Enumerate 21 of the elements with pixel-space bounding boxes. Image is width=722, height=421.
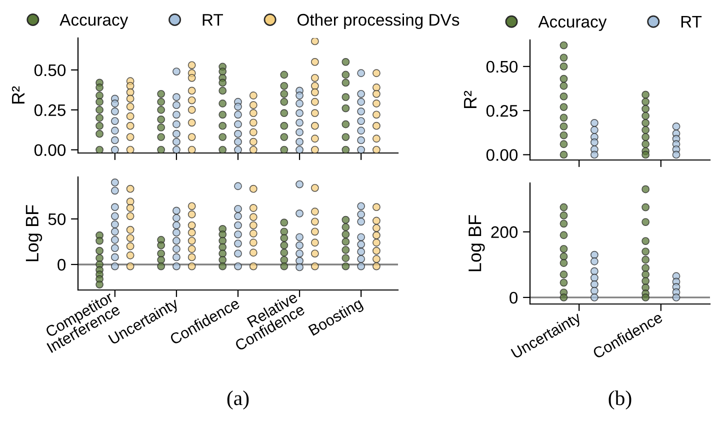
y-tick-label: 0.25 [486,104,518,117]
y-axis-title: Log BF [468,215,485,272]
y-tick-label: 0 [510,292,518,304]
legend-label: Other processing DVs [298,13,460,30]
legend-label: Accuracy [60,14,128,30]
y-tick-label: 0 [58,258,66,271]
y-tick-label: 0.00 [34,144,66,156]
legend-label: RT [202,14,224,26]
y-axis-title: R² [464,90,476,108]
y-tick-label: 200 [491,226,518,238]
y-tick-label: 0.25 [34,104,66,116]
y-tick-label: 0.00 [486,149,518,161]
text: (b) [608,390,632,410]
text: (a) [227,390,249,410]
y-tick-label: 0.50 [34,64,66,76]
y-tick-label: 0.50 [486,60,518,73]
y-axis-title: R² [12,86,24,104]
legend-label: RT [681,16,702,28]
y-axis-title: Log BF [26,205,42,262]
y-tick-label: 50 [48,213,66,226]
legend-label: Accuracy [538,16,607,31]
